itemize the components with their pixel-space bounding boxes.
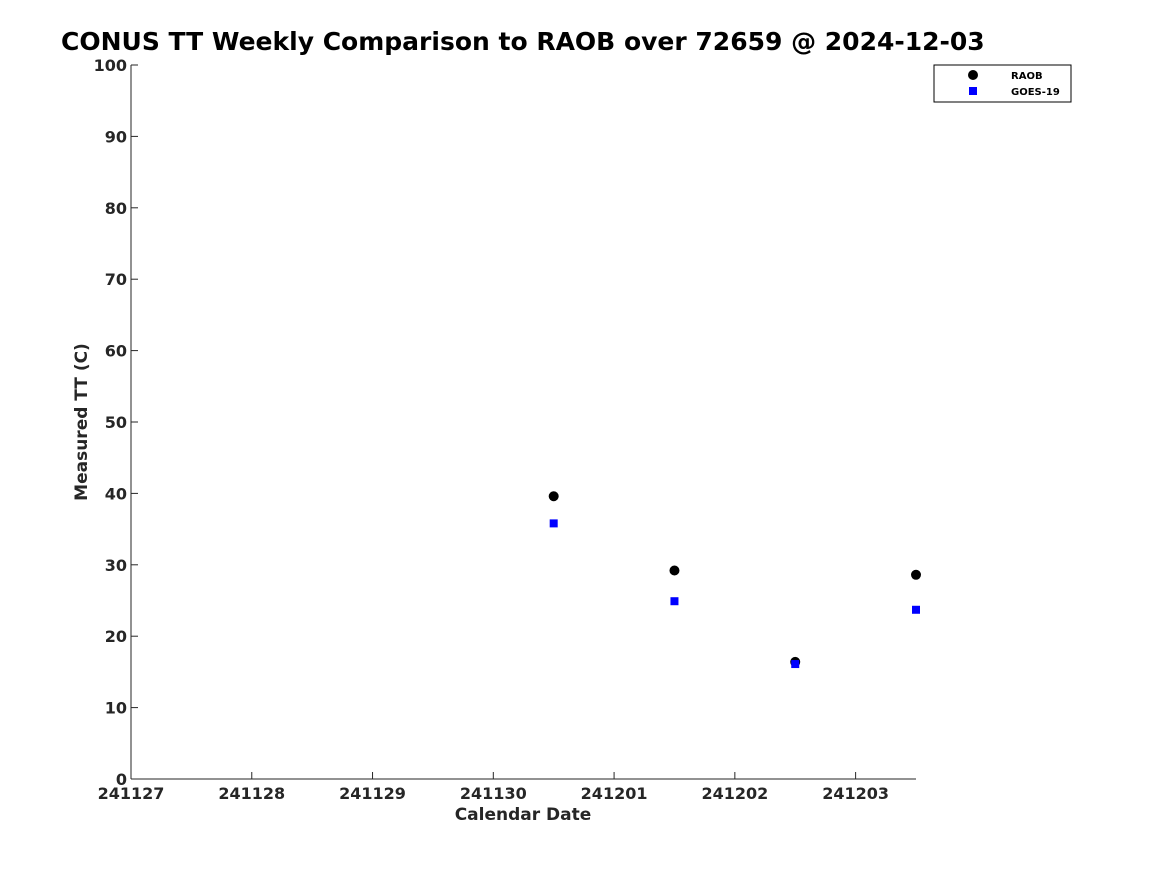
x-tick-label: 241201 <box>581 784 648 803</box>
x-axis-ticks: 241127 241128 241129 241130 241201 241202 2412… <box>98 772 889 803</box>
legend-box <box>933 64 1072 103</box>
y-tick-label: 30 <box>105 556 127 575</box>
y-axis-ticks: 0 10 20 30 40 50 60 70 80 90 100 <box>94 56 138 789</box>
x-tick-label: 241128 <box>218 784 285 803</box>
x-tick-label: 241127 <box>98 784 165 803</box>
goes-19-point <box>791 660 800 669</box>
y-tick-label: 40 <box>105 484 127 503</box>
y-tick-label: 100 <box>94 56 127 75</box>
x-tick-label: 241130 <box>460 784 527 803</box>
chart-title: CONUS TT Weekly Comparison to RAOB over … <box>61 27 985 56</box>
y-tick-label: 50 <box>105 413 127 432</box>
axes <box>130 65 916 780</box>
x-tick-label: 241203 <box>822 784 889 803</box>
y-tick-label: 60 <box>105 342 127 361</box>
y-tick-label: 0 <box>116 770 127 789</box>
raob-point <box>669 565 680 576</box>
y-axis-label: Measured TT (C) <box>72 343 92 501</box>
legend-goes-19-label: GOES-19 <box>1011 87 1060 98</box>
goes-19-point <box>670 597 679 606</box>
y-tick-label: 10 <box>105 699 127 718</box>
legend-raob-label: RAOB <box>1011 71 1043 82</box>
y-tick-label: 80 <box>105 199 127 218</box>
x-tick-label: 241129 <box>339 784 406 803</box>
data-points <box>548 491 921 669</box>
x-tick-label: 241202 <box>701 784 768 803</box>
y-tick-label: 90 <box>105 127 127 146</box>
legend-raob-marker <box>968 70 978 80</box>
goes-19-point <box>912 605 920 614</box>
legend: RAOB GOES-19 <box>933 64 1072 103</box>
raob-point <box>911 569 921 580</box>
y-tick-label: 20 <box>105 627 127 646</box>
raob-point <box>548 491 559 502</box>
goes-19-point <box>549 519 558 528</box>
y-tick-label: 70 <box>105 270 127 289</box>
x-axis-label: Calendar Date <box>455 805 592 825</box>
legend-goes-19-marker <box>969 87 977 95</box>
